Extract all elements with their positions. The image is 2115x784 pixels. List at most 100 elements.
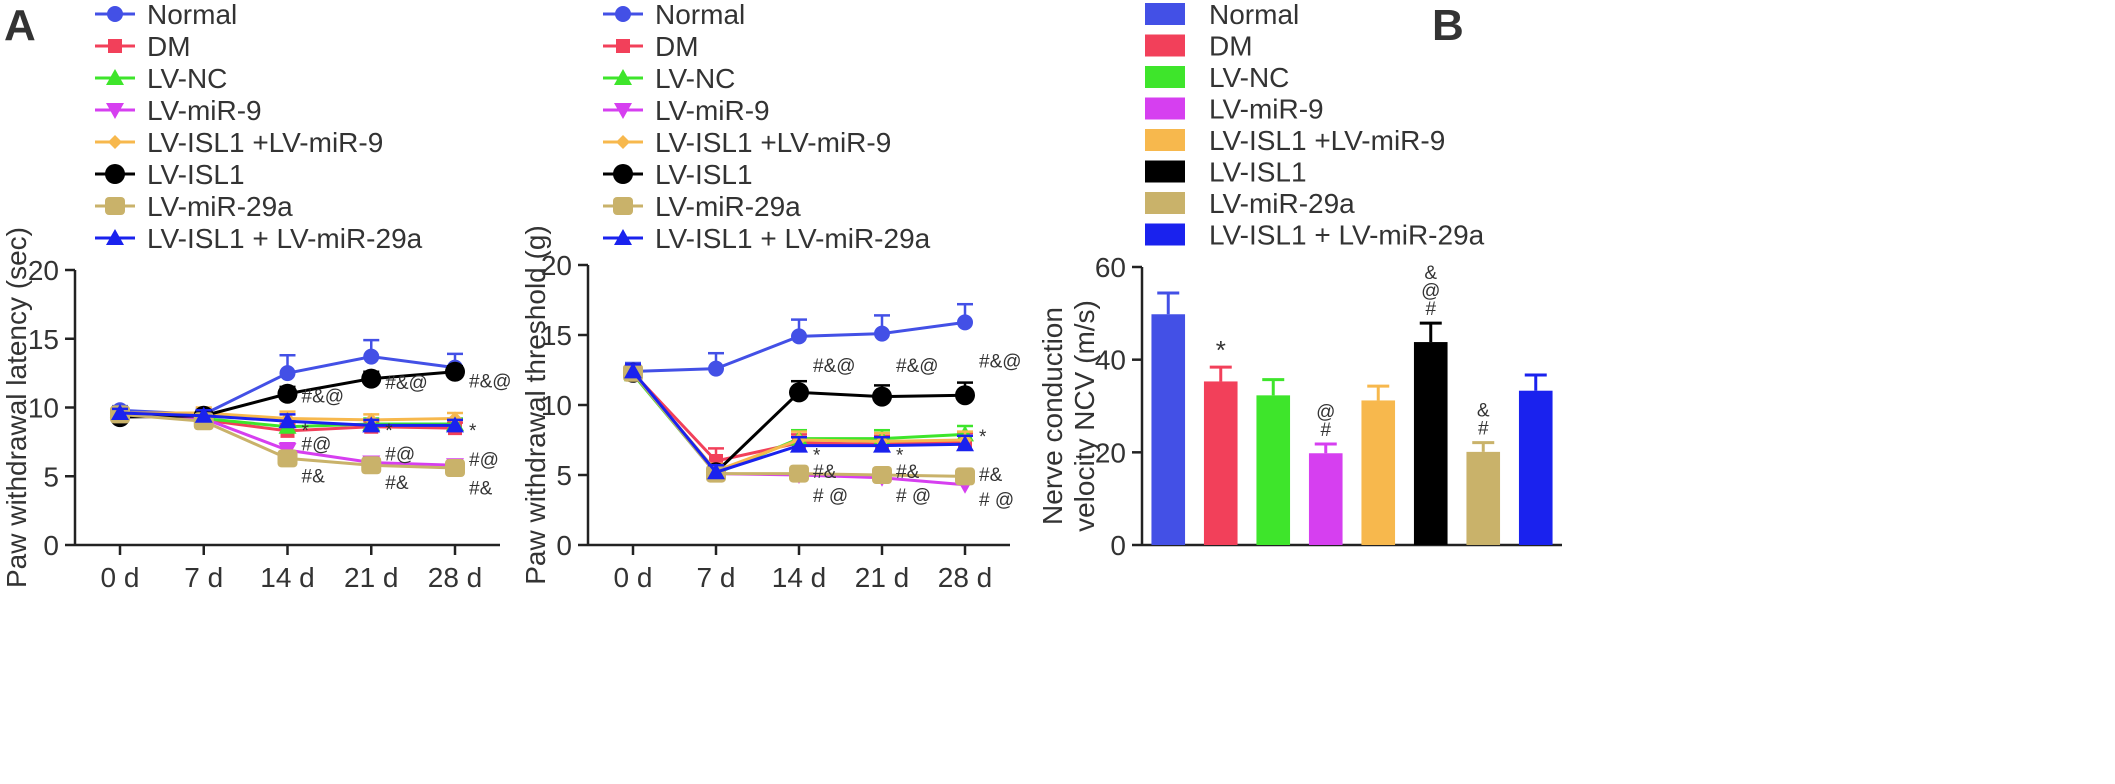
ncv-y-tick-label-60: 60 [1095,252,1126,283]
latency-legend-item-lv-mir-29a: LV-miR-29a [95,191,293,222]
ncv-legend-item-lv-nc: LV-NC [1145,62,1289,93]
latency-annotation-8: #&@ [469,371,512,392]
latency-x-tick-label-21-d: 21 d [344,562,399,593]
ncv-legend-swatch-dm [1145,34,1185,57]
threshold-y-tick-label-15: 15 [541,320,572,351]
threshold-y-tick-label-20: 20 [541,250,572,281]
latency-legend-item-lv-isl1-lv-mir-29a: LV-ISL1 + LV-miR-29a [95,223,423,254]
ncv-bar-normal [1151,314,1186,545]
ncv-y-axis-label-line1: Nerve conduction [1037,307,1068,525]
latency-point-lv-isl1-lv-mir-29a-0 [111,404,129,420]
ncv-bar-lv-mir-29a [1466,451,1501,545]
latency-legend-marker-normal [107,6,123,22]
threshold-legend-marker-normal [615,6,631,22]
latency-legend-marker-lv-isl1 [105,164,125,184]
ncv-legend-swatch-lv-isl1-lv-mir-9 [1145,129,1185,151]
threshold-series-lv-isl1-lv-mir-29a [624,362,974,480]
latency-annotation-4: #&@ [385,373,428,394]
latency-x-tick-label-0-d: 0 d [101,562,140,593]
ncv-bar-lv-isl1-lv-mir-9 [1361,400,1396,545]
threshold-point-normal-3 [874,325,890,342]
ncv-legend-swatch-lv-mir-9 [1145,97,1185,120]
latency-point-lv-isl1-lv-mir-29a-3 [362,416,381,433]
latency-point-lv-isl1-lv-mir-29a-1 [194,406,213,423]
threshold-legend-label-lv-isl1-lv-mir-9: LV-ISL1 +LV-miR-9 [655,127,891,158]
threshold-legend-marker-lv-nc [614,69,632,85]
latency-point-lv-isl1-2 [277,383,298,404]
threshold-y-axis-label: Paw withdrawal threshold (g) [520,225,551,585]
latency-legend-label-lv-isl1-lv-mir-29a: LV-ISL1 + LV-miR-29a [147,223,423,254]
threshold-annotation-2: #& [813,462,837,483]
ncv-legend-item-lv-mir-9: LV-miR-9 [1145,94,1324,125]
threshold-annotation-6: #& [896,462,920,483]
ncv-y-tick-label-0: 0 [1110,530,1126,561]
ncv-bar-lv-isl1-lv-mir-29a [1518,390,1553,545]
threshold-point-lv-isl1-3 [872,386,892,407]
threshold-series-normal [625,302,973,380]
latency-annotations: #&@*#@#&#&@*#@#&#&@*#@#& [302,371,512,499]
threshold-x-tick-label-14-d: 14 d [772,562,827,593]
latency-y-tick-label-0: 0 [43,530,59,561]
latency-legend-marker-lv-nc [106,69,124,85]
ncv-legend-item-dm: DM [1145,31,1253,62]
latency-legend-label-lv-mir-29a: LV-miR-29a [147,191,293,222]
threshold-point-lv-isl1-lv-mir-29a-0 [624,362,642,379]
latency-annotation-2: #@ [302,435,332,456]
latency-legend-marker-lv-mir-29a [105,197,125,215]
latency-point-normal-2 [279,365,296,382]
threshold-legend-label-lv-nc: LV-NC [655,63,735,94]
latency-legend-item-normal: Normal [95,0,237,30]
latency-point-lv-mir-29a-3 [361,456,382,475]
latency-legend-label-lv-nc: LV-NC [147,63,227,94]
latency-annotation-7: #& [385,473,409,494]
ncv-legend-label-lv-mir-9: LV-miR-9 [1209,94,1324,125]
threshold-x-tick-label-21-d: 21 d [855,562,910,593]
threshold-y-tick-label-10: 10 [541,390,572,421]
threshold-annotation-10: #& [979,465,1003,486]
latency-y-tick-label-5: 5 [43,461,59,492]
latency-annotation-6: #@ [385,444,415,465]
latency-x-tick-label-14-d: 14 d [260,562,315,593]
ncv-annotation-1-0: @ [1316,402,1335,423]
latency-series [110,338,465,477]
threshold-annotation-8: #&@ [979,352,1022,373]
ncv-legend-item-lv-isl1-lv-mir-29a: LV-ISL1 + LV-miR-29a [1145,220,1485,251]
latency-series-lv-isl1-lv-mir-29a [111,404,464,433]
threshold-point-lv-isl1-4 [955,385,975,406]
threshold-legend-marker-lv-mir-9 [614,103,632,119]
latency-x-tick-label-7-d: 7 d [184,562,223,593]
latency-legend-label-normal: Normal [147,0,237,30]
threshold-point-lv-isl1-lv-mir-29a-4 [956,435,974,452]
threshold-x-tick-label-7-d: 7 d [697,562,736,593]
ncv-annotation-3-0: & [1477,401,1490,422]
ncv-legend-label-normal: Normal [1209,0,1299,30]
threshold-legend-marker-lv-isl1-lv-mir-29a [614,229,632,245]
ncv-legend-label-lv-nc: LV-NC [1209,62,1289,93]
threshold-point-normal-1 [708,360,724,377]
threshold-legend-item-lv-isl1-lv-mir-29a: LV-ISL1 + LV-miR-29a [603,223,931,254]
ncv-legend-swatch-lv-isl1 [1145,160,1185,183]
threshold-annotation-7: # @ [896,486,931,507]
ncv-legend-swatch-lv-nc [1145,66,1185,88]
ncv-annotations: *@#&@#&# [1216,263,1490,441]
threshold-chart-axes: 0 5 10 15 20 0 d 7 d 14 d 21 d 28 d [541,250,1010,593]
threshold-legend-label-dm: DM [655,31,699,62]
threshold-annotation-4: #&@ [896,356,939,377]
ncv-legend-label-lv-mir-29a: LV-miR-29a [1209,188,1355,219]
latency-annotation-0: #&@ [302,387,345,408]
threshold-point-lv-isl1-lv-mir-29a-1 [707,463,725,480]
latency-x-tick-label-28-d: 28 d [428,562,483,593]
latency-point-normal-3 [363,348,380,365]
threshold-annotation-3: # @ [813,486,848,507]
latency-point-lv-mir-29a-4 [445,459,465,477]
threshold-legend-item-lv-isl1: LV-ISL1 [603,159,753,190]
latency-legend-label-lv-mir-9: LV-miR-9 [147,95,262,126]
latency-annotation-10: #@ [469,450,499,471]
ncv-legend-label-dm: DM [1209,31,1253,62]
